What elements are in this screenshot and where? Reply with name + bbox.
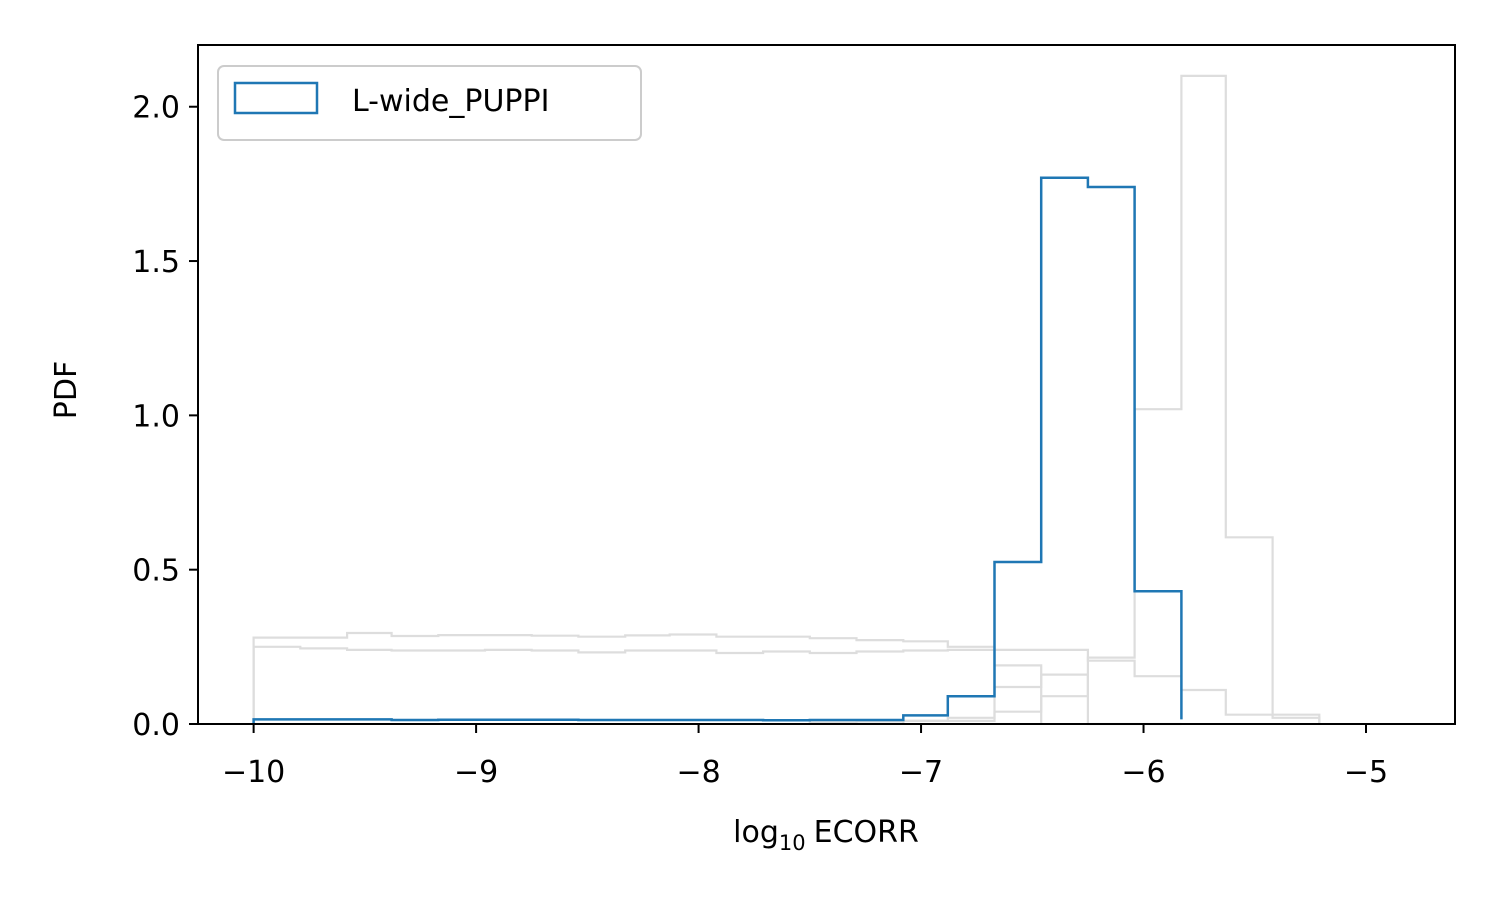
- plot-frame: [197, 44, 1456, 725]
- y-tick-label: 0.0: [132, 708, 180, 743]
- x-tick-label: −10: [222, 755, 285, 790]
- x-tick-label: −7: [899, 755, 943, 790]
- y-tick-label: 1.0: [132, 399, 180, 434]
- y-tick-label: 1.5: [132, 245, 180, 280]
- y-tick-label: 0.5: [132, 554, 180, 589]
- series-line-background-1: [252, 631, 1043, 724]
- y-tick-label: 2.0: [132, 91, 180, 126]
- legend-label: L-wide_PUPPI: [352, 84, 549, 119]
- x-tick-label: −8: [676, 755, 720, 790]
- series-line-highlighted: [252, 176, 1183, 724]
- x-axis-label: log10 ECORR: [733, 815, 919, 855]
- x-axis-label-base: log: [733, 815, 779, 850]
- legend: L-wide_PUPPI: [217, 65, 642, 141]
- x-tick-label: −5: [1344, 755, 1388, 790]
- highlighted-series-group: [252, 176, 1183, 724]
- x-axis: −10 −9 −8 −7 −6 −5: [222, 724, 1388, 790]
- x-tick-label: −6: [1121, 755, 1165, 790]
- legend-box: [217, 65, 642, 141]
- x-axis-label-rest: ECORR: [814, 815, 919, 850]
- series-line-background-3: [902, 74, 1321, 724]
- legend-swatch: [233, 81, 319, 115]
- y-axis: 0.0 0.5 1.0 1.5 2.0: [132, 91, 198, 743]
- y-axis-label: PDF: [49, 361, 84, 419]
- x-axis-label-subscript: 10: [779, 831, 806, 855]
- x-tick-label: −9: [454, 755, 498, 790]
- series-line-background-2: [252, 645, 1321, 724]
- background-series-group: [252, 74, 1321, 726]
- series-line-background-4: [808, 673, 1182, 726]
